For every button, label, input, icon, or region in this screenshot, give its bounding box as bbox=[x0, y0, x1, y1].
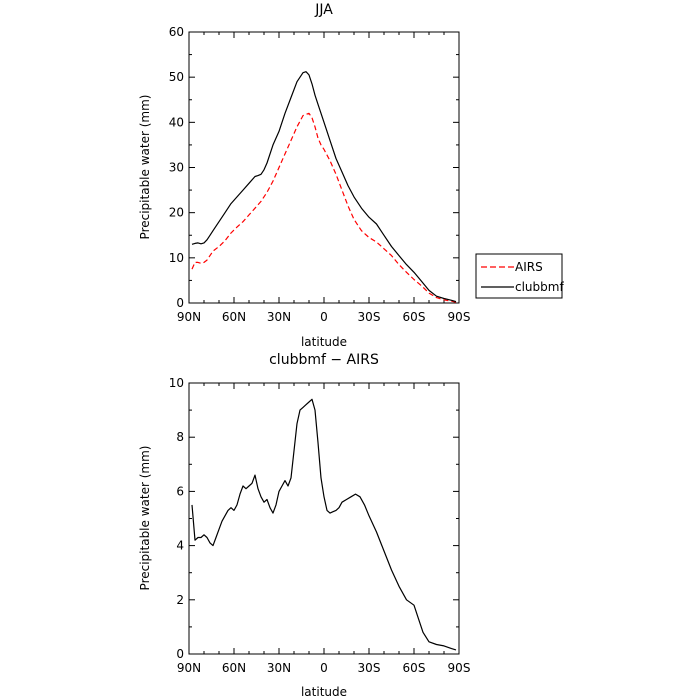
chart-top-xtick-label: 90N bbox=[177, 310, 201, 324]
chart-top-ytick-label: 10 bbox=[169, 251, 184, 265]
chart-bottom-xtick-label: 60S bbox=[403, 661, 426, 675]
chart-top-ytick-label: 30 bbox=[169, 161, 184, 175]
chart-top-title: JJA bbox=[314, 2, 333, 18]
chart-top-series-clubbmf-line bbox=[191, 71, 457, 303]
chart-bottom-ytick-label: 4 bbox=[176, 539, 184, 553]
chart-bottom-frame bbox=[188, 382, 460, 655]
chart-top-ylabel: Precipitable water (mm) bbox=[138, 95, 152, 240]
chart-top-xtick-label: 0 bbox=[320, 310, 328, 324]
chart-bottom-xtick-label: 30S bbox=[358, 661, 381, 675]
chart-bottom-xlabel: latitude bbox=[301, 685, 347, 699]
legend-box bbox=[475, 253, 563, 299]
chart-top-xtick-label: 90S bbox=[448, 310, 471, 324]
chart-top: JJA 90N 60N 30N 0 30S 60S 90S 0 10 20 30 40 50 60 la… bbox=[138, 2, 564, 349]
chart-bottom-xtick-label: 30N bbox=[267, 661, 291, 675]
chart-bottom-xtick-label: 0 bbox=[320, 661, 328, 675]
chart-bottom: clubbmf − AIRS 90N 60N 30N 0 30S 60S 90S 0 2 4 6 8… bbox=[138, 352, 470, 699]
chart-top-legend: AIRS clubbmf bbox=[475, 253, 564, 299]
chart-top-xtick-label: 30S bbox=[358, 310, 381, 324]
chart-bottom-xtick-label: 60N bbox=[222, 661, 246, 675]
chart-top-frame bbox=[188, 31, 460, 304]
chart-top-ytick-label: 0 bbox=[176, 296, 184, 310]
legend-clubbmf-label: clubbmf bbox=[515, 280, 564, 294]
chart-bottom-xtick-label: 90S bbox=[448, 661, 471, 675]
chart-top-ytick-label: 20 bbox=[169, 206, 184, 220]
chart-bottom-title: clubbmf − AIRS bbox=[269, 352, 379, 368]
legend-airs-label: AIRS bbox=[515, 260, 543, 274]
chart-top-ytick-label: 60 bbox=[169, 25, 184, 39]
chart-top-xtick-label: 30N bbox=[267, 310, 291, 324]
chart-top-series-airs-line bbox=[191, 112, 457, 303]
chart-top-xlabel: latitude bbox=[301, 335, 347, 349]
chart-top-ytick-label: 50 bbox=[169, 70, 184, 84]
chart-bottom-ytick-label: 8 bbox=[176, 430, 184, 444]
chart-bottom-series-difference-line bbox=[191, 398, 457, 651]
chart-top-xtick-label: 60N bbox=[222, 310, 246, 324]
chart-top-ytick-label: 40 bbox=[169, 115, 184, 129]
chart-top-xtick-label: 60S bbox=[403, 310, 426, 324]
chart-bottom-xtick-label: 90N bbox=[177, 661, 201, 675]
chart-bottom-ytick-label: 10 bbox=[169, 376, 184, 390]
chart-bottom-ytick-label: 6 bbox=[176, 484, 184, 498]
chart-bottom-ytick-label: 0 bbox=[176, 647, 184, 661]
chart-bottom-ylabel: Precipitable water (mm) bbox=[138, 446, 152, 591]
chart-bottom-ytick-label: 2 bbox=[176, 593, 184, 607]
